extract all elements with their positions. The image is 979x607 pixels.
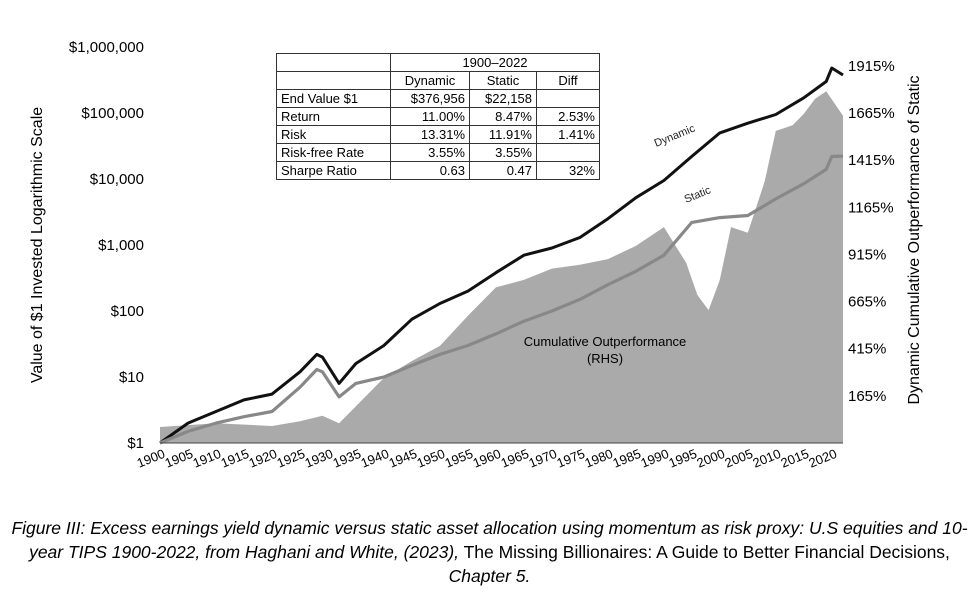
caption-text: Figure III: Excess earnings yield dynami… — [11, 518, 968, 562]
row-label: End Value $1 — [276, 89, 391, 108]
table-period-row: 1900–2022 — [276, 53, 600, 72]
right-tick-label: 665% — [848, 294, 886, 311]
table-row: Sharpe Ratio 0.63 0.47 32% — [276, 161, 600, 180]
cell-diff: 32% — [536, 161, 600, 180]
series-lines-layer — [159, 66, 844, 445]
table-row: Risk 13.31% 11.91% 1.41% — [276, 125, 600, 144]
cumulative-outperformance-rhs-area — [160, 91, 843, 444]
table-corner-cell — [276, 53, 391, 72]
row-label: Risk — [276, 125, 391, 144]
figure-caption: Figure III: Excess earnings yield dynami… — [0, 516, 979, 588]
cell-static: 11.91% — [469, 125, 537, 144]
right-tick-label: 915% — [848, 246, 886, 263]
cell-dynamic: 13.31% — [390, 125, 470, 144]
table-header-row: Dynamic Static Diff — [276, 71, 600, 90]
right-tick-label: 415% — [848, 341, 886, 358]
row-label: Sharpe Ratio — [276, 161, 391, 180]
dynamic-series-label: Dynamic — [653, 122, 698, 149]
cell-static: 3.55% — [469, 143, 537, 162]
table-header-blank — [276, 71, 391, 90]
table-row: Risk-free Rate 3.55% 3.55% — [276, 143, 600, 162]
right-tick-label: 1165% — [848, 199, 894, 216]
table-header-diff: Diff — [536, 71, 600, 90]
left-tick-label: $1,000,000 — [69, 39, 144, 56]
row-label: Return — [276, 107, 391, 126]
outperformance-area-layer — [160, 91, 843, 444]
left-tick-label: $100,000 — [81, 105, 144, 122]
cell-static: 8.47% — [469, 107, 537, 126]
cell-dynamic: 11.00% — [390, 107, 470, 126]
cell-diff: 2.53% — [536, 107, 600, 126]
right-axis-title: Dynamic Cumulative Outperformance of Sta… — [906, 75, 923, 404]
right-tick-label: 1665% — [848, 105, 895, 122]
cell-diff — [536, 89, 600, 108]
left-tick-label: $1 — [127, 435, 144, 452]
cell-diff — [536, 143, 600, 162]
table-period: 1900–2022 — [390, 53, 600, 72]
cell-dynamic: 3.55% — [390, 143, 470, 162]
cell-static: 0.47 — [469, 161, 537, 180]
left-tick-label: $1,000 — [98, 237, 144, 254]
table-row: End Value $1 $376,956 $22,158 — [276, 89, 600, 108]
dynamic-series-line — [159, 66, 844, 445]
row-label: Risk-free Rate — [276, 143, 391, 162]
cell-dynamic: $376,956 — [390, 89, 470, 108]
caption-chapter: Chapter 5. — [448, 566, 531, 586]
chart: $1 $10 $100 $1,000 $10,000 $100,000 $1,000,000… — [29, 39, 923, 471]
table-header-dynamic: Dynamic — [390, 71, 470, 90]
stats-table: 1900–2022 Dynamic Static Diff End Value … — [276, 53, 600, 180]
right-tick-label: 165% — [848, 388, 886, 405]
left-tick-label: $10 — [119, 369, 144, 386]
left-tick-label: $100 — [111, 303, 144, 320]
right-tick-label: 1415% — [848, 152, 895, 169]
table-header-static: Static — [469, 71, 537, 90]
cell-dynamic: 0.63 — [390, 161, 470, 180]
static-series-label: Static — [683, 184, 713, 206]
left-axis-title: Value of $1 Invested Logarithmic Scale — [29, 107, 46, 383]
x-tick-label: 2020 — [806, 446, 838, 471]
left-tick-label: $10,000 — [90, 171, 144, 188]
cell-diff: 1.41% — [536, 125, 600, 144]
outperformance-annotation: Cumulative Outperformance — [524, 334, 687, 349]
table-row: Return 11.00% 8.47% 2.53% — [276, 107, 600, 126]
caption-book-title: The Missing Billionaires: A Guide to Bet… — [459, 542, 950, 562]
cell-static: $22,158 — [469, 89, 537, 108]
static-series-line — [159, 154, 844, 445]
rhs-annotation: (RHS) — [587, 351, 623, 366]
right-tick-label: 1915% — [848, 58, 895, 75]
